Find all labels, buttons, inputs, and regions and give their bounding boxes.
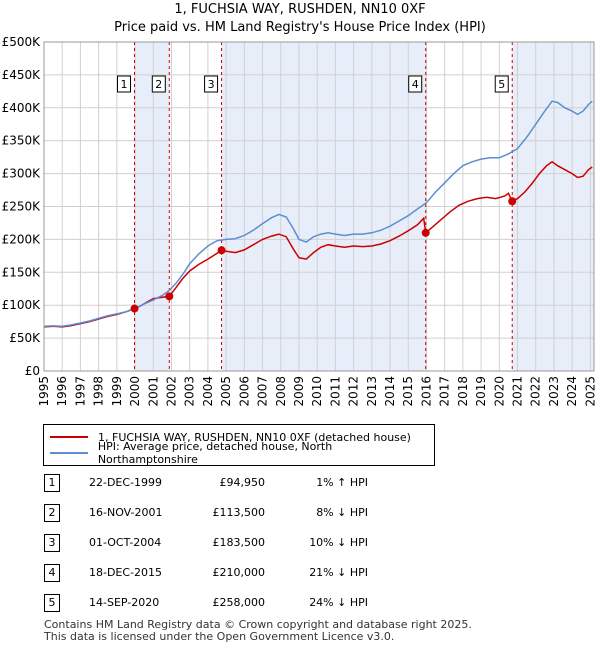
x-tick-label: 2012 xyxy=(347,376,361,407)
legend-label-property: 1, FUCHSIA WAY, RUSHDEN, NN10 0XF (detac… xyxy=(98,430,411,444)
y-tick-label: £100K xyxy=(2,298,42,312)
x-tick-label: 2024 xyxy=(565,376,579,407)
price-chart: 1 2 3 4 5 £0 £50K £100K £150K £200K £250K £300K £35… xyxy=(2,35,598,407)
y-tick-label: £150K xyxy=(2,265,42,279)
sale-label-5: 5 xyxy=(498,78,505,91)
chart-subtitle: Price paid vs. HM Land Registry's House … xyxy=(114,20,486,35)
legend-swatch-hpi xyxy=(50,452,88,454)
transaction-hpi: 24% ↓ HPI xyxy=(309,596,368,609)
transaction-price: £258,000 xyxy=(212,596,266,609)
x-tick-label: 2023 xyxy=(547,376,561,407)
transaction-hpi: 10% ↓ HPI xyxy=(309,536,368,549)
x-tick-label: 2011 xyxy=(328,376,342,407)
series-lines xyxy=(43,100,593,328)
x-tick-label: 2019 xyxy=(474,376,488,407)
transaction-hpi: 8% ↓ HPI xyxy=(316,506,368,519)
y-tick-label: £400K xyxy=(2,101,42,115)
sale-label-3: 3 xyxy=(208,78,215,91)
footer-line-1: Contains HM Land Registry data © Crown c… xyxy=(44,618,472,631)
x-tick-label: 2014 xyxy=(383,376,397,407)
y-tick-label: £0 xyxy=(25,364,40,378)
legend-item-hpi: HPI: Average price, detached house, Nort… xyxy=(50,440,434,466)
y-tick-label: £50K xyxy=(9,331,41,345)
x-tick-label: 2025 xyxy=(583,376,597,407)
y-tick-label: £300K xyxy=(2,167,42,181)
transaction-hpi: 21% ↓ HPI xyxy=(309,566,368,579)
legend-label-hpi: HPI: Average price, detached house, Nort… xyxy=(97,440,333,466)
x-tick-label: 2005 xyxy=(219,376,233,407)
y-tick-label: £500K xyxy=(2,35,42,49)
footer: Contains HM Land Registry data © Crown c… xyxy=(44,619,472,643)
sale-label-box-5 xyxy=(494,75,509,93)
y-tick-label: £350K xyxy=(2,134,42,148)
sale-label-box-2 xyxy=(151,75,166,93)
transaction-number: 1 xyxy=(44,474,60,492)
x-tick-label: 2002 xyxy=(164,376,178,407)
sale-label-2: 2 xyxy=(155,78,162,91)
transaction-price: £183,500 xyxy=(212,536,266,549)
x-tick-label: 2009 xyxy=(292,376,306,407)
sale-label-box-4 xyxy=(408,75,423,93)
transaction-hpi: 1% ↑ HPI xyxy=(316,476,368,489)
sale-label-box-1 xyxy=(117,75,132,93)
sale-point-1 xyxy=(130,304,139,313)
x-tick-label: 2022 xyxy=(529,376,543,407)
sale-label-1: 1 xyxy=(121,78,128,91)
transaction-number: 2 xyxy=(44,504,60,522)
x-tick-label: 2016 xyxy=(419,376,433,407)
sale-date-lines xyxy=(134,42,513,371)
axes: £0 £50K £100K £150K £200K £250K £300K £350K £400… xyxy=(2,35,598,407)
sale-point-5 xyxy=(508,197,517,206)
x-tick-label: 1999 xyxy=(110,376,124,407)
hpi-line xyxy=(43,100,593,328)
plot-frame xyxy=(43,41,595,372)
transaction-number: 3 xyxy=(44,534,60,552)
x-tick-label: 2017 xyxy=(438,376,452,407)
sale-point-3 xyxy=(217,246,226,255)
x-tick-label: 1998 xyxy=(92,376,106,407)
transaction-date: 18-DEC-2015 xyxy=(89,566,163,579)
x-tick-label: 1997 xyxy=(73,376,87,407)
x-tick-label: 2000 xyxy=(128,376,142,407)
y-tick-label: £450K xyxy=(2,68,42,82)
transaction-date: 22-DEC-1999 xyxy=(89,476,163,489)
sale-labels: 1 2 3 4 5 xyxy=(117,75,509,93)
x-tick-label: 2010 xyxy=(310,376,324,407)
x-tick-label: 1995 xyxy=(37,376,51,407)
y-tick-label: £200K xyxy=(2,232,42,246)
sale-label-4: 4 xyxy=(412,78,419,91)
x-tick-label: 2006 xyxy=(237,376,251,407)
x-tick-label: 2007 xyxy=(256,376,270,407)
transaction-number: 4 xyxy=(44,564,60,582)
sale-points xyxy=(130,197,517,313)
x-tick-label: 2008 xyxy=(274,376,288,407)
x-tick-label: 2004 xyxy=(201,376,215,407)
x-tick-label: 1996 xyxy=(55,376,69,407)
transaction-price: £210,000 xyxy=(212,566,266,579)
sale-point-2 xyxy=(165,292,174,301)
x-tick-label: 2013 xyxy=(365,376,379,407)
transaction-number: 5 xyxy=(44,594,60,612)
chart-title: 1, FUCHSIA WAY, RUSHDEN, NN10 0XF xyxy=(174,2,426,17)
x-tick-label: 2015 xyxy=(401,376,415,407)
transaction-date: 16-NOV-2001 xyxy=(89,506,163,519)
x-tick-label: 2021 xyxy=(511,376,525,407)
transaction-price: £113,500 xyxy=(212,506,266,519)
footer-line-2: This data is licensed under the Open Gov… xyxy=(44,630,395,643)
sale-label-box-3 xyxy=(204,75,219,93)
x-tick-label: 2003 xyxy=(183,376,197,407)
y-tick-label: £250K xyxy=(2,200,42,214)
x-tick-label: 2018 xyxy=(456,376,470,407)
transaction-date: 01-OCT-2004 xyxy=(89,536,162,549)
x-tick-label: 2020 xyxy=(492,376,506,407)
x-tick-label: 2001 xyxy=(146,376,160,407)
legend: 1, FUCHSIA WAY, RUSHDEN, NN10 0XF (detac… xyxy=(43,424,435,466)
legend-item-property: 1, FUCHSIA WAY, RUSHDEN, NN10 0XF (detac… xyxy=(50,430,411,444)
sale-point-4 xyxy=(421,228,430,237)
transaction-date: 14-SEP-2020 xyxy=(89,596,160,609)
legend-swatch-property xyxy=(50,436,88,438)
transaction-price: £94,950 xyxy=(219,476,266,489)
